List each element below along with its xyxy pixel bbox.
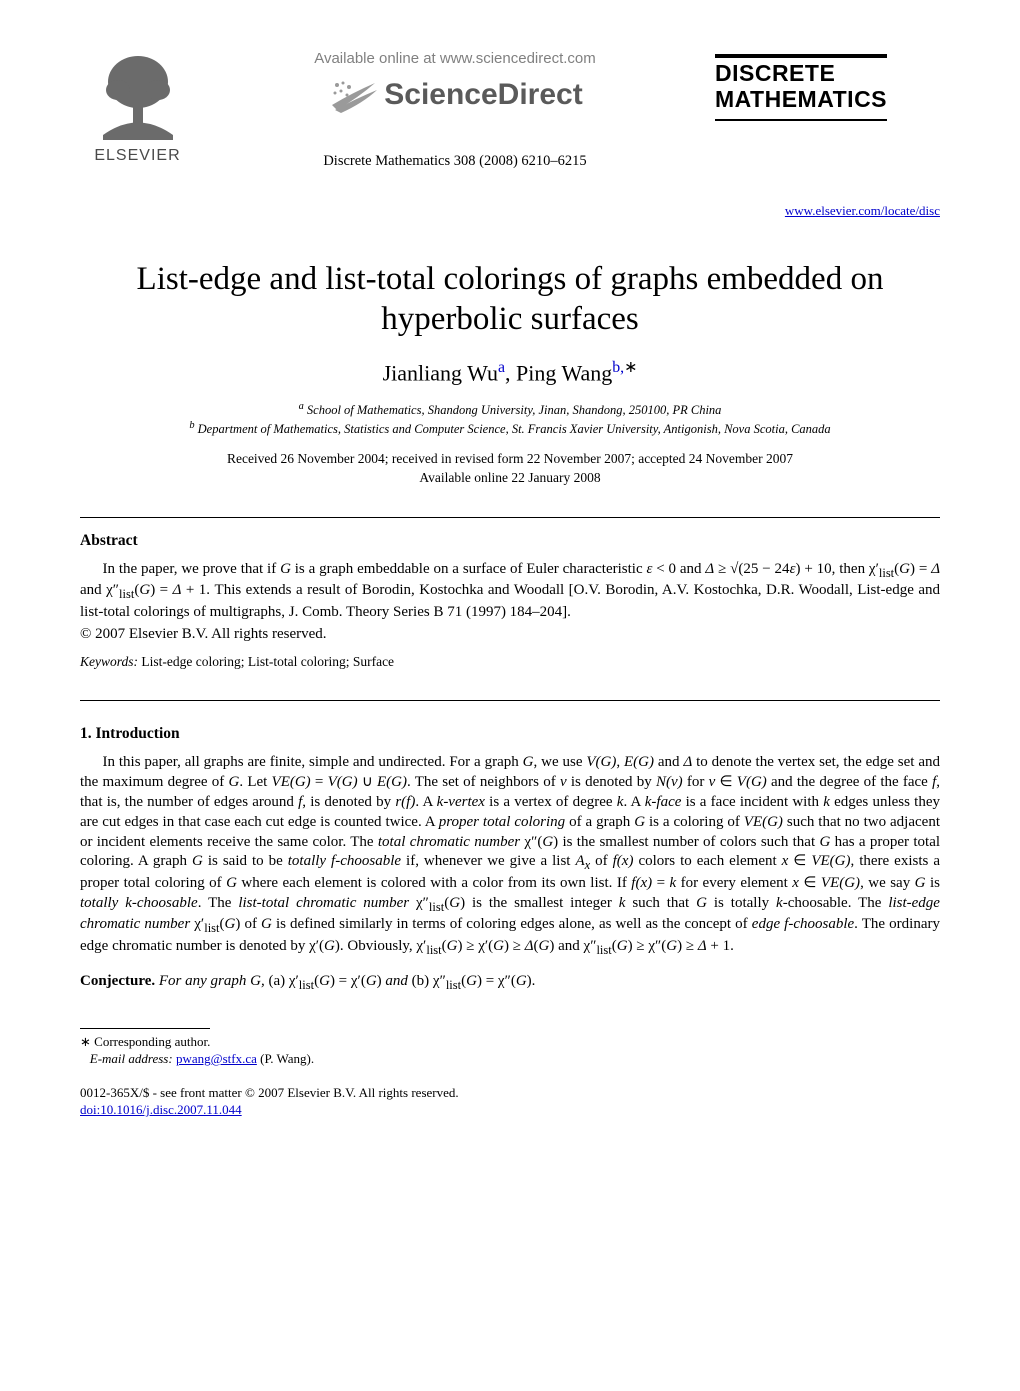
abstract-paragraph: In the paper, we prove that if G is a gr… [80, 560, 940, 623]
footer-line1: 0012-365X/$ - see front matter © 2007 El… [80, 1084, 940, 1102]
email-line: E-mail address: pwang@stfx.ca (P. Wang). [80, 1050, 940, 1068]
sciencedirect-swoosh-icon [327, 75, 382, 115]
conjecture: Conjecture. For any graph G, (a) χ′list(… [80, 972, 940, 994]
footnote-rule [80, 1028, 210, 1029]
section1-paragraph1: In this paper, all graphs are finite, si… [80, 753, 940, 958]
keywords: Keywords: List-edge coloring; List-total… [80, 654, 940, 670]
section1-heading: 1. Introduction [80, 725, 940, 743]
abstract-copyright: © 2007 Elsevier B.V. All rights reserved… [80, 625, 940, 645]
abstract-heading: Abstract [80, 532, 940, 550]
affiliation-a: a School of Mathematics, Shandong Univer… [80, 400, 940, 419]
sciencedirect-logo: ScienceDirect [327, 75, 582, 115]
article-title: List-edge and list-total colorings of gr… [80, 259, 940, 340]
rule-above-abstract [80, 517, 940, 518]
journal-reference: Discrete Mathematics 308 (2008) 6210–621… [323, 153, 586, 170]
keywords-label: Keywords: [80, 654, 138, 669]
authors: Jianliang Wua, Ping Wangb,∗ [80, 357, 940, 386]
email-label: E-mail address: [90, 1051, 173, 1066]
elsevier-tree-icon [93, 50, 183, 145]
rule-below-keywords [80, 700, 940, 701]
dates-line1: Received 26 November 2004; received in r… [80, 450, 940, 468]
keywords-text: List-edge coloring; List-total coloring;… [138, 654, 394, 669]
journal-url[interactable]: www.elsevier.com/locate/disc [785, 203, 940, 219]
sciencedirect-text: ScienceDirect [384, 78, 582, 112]
dates-line2: Available online 22 January 2008 [80, 469, 940, 487]
journal-title-line1: DISCRETE [715, 61, 887, 87]
elsevier-logo: ELSEVIER [80, 50, 195, 165]
affiliation-b: b Department of Mathematics, Statistics … [80, 419, 940, 438]
journal-url-link[interactable]: www.elsevier.com/locate/disc [785, 203, 940, 218]
corresponding-author: ∗ Corresponding author. [80, 1033, 940, 1051]
journal-title-line2: MATHEMATICS [715, 87, 887, 113]
email-paren: (P. Wang). [257, 1051, 314, 1066]
doi-link[interactable]: doi:10.1016/j.disc.2007.11.044 [80, 1102, 242, 1117]
email-link[interactable]: pwang@stfx.ca [176, 1051, 257, 1066]
elsevier-label: ELSEVIER [94, 147, 180, 165]
journal-title-box: DISCRETE MATHEMATICS [715, 54, 887, 121]
available-online-text: Available online at www.sciencedirect.co… [314, 50, 596, 67]
